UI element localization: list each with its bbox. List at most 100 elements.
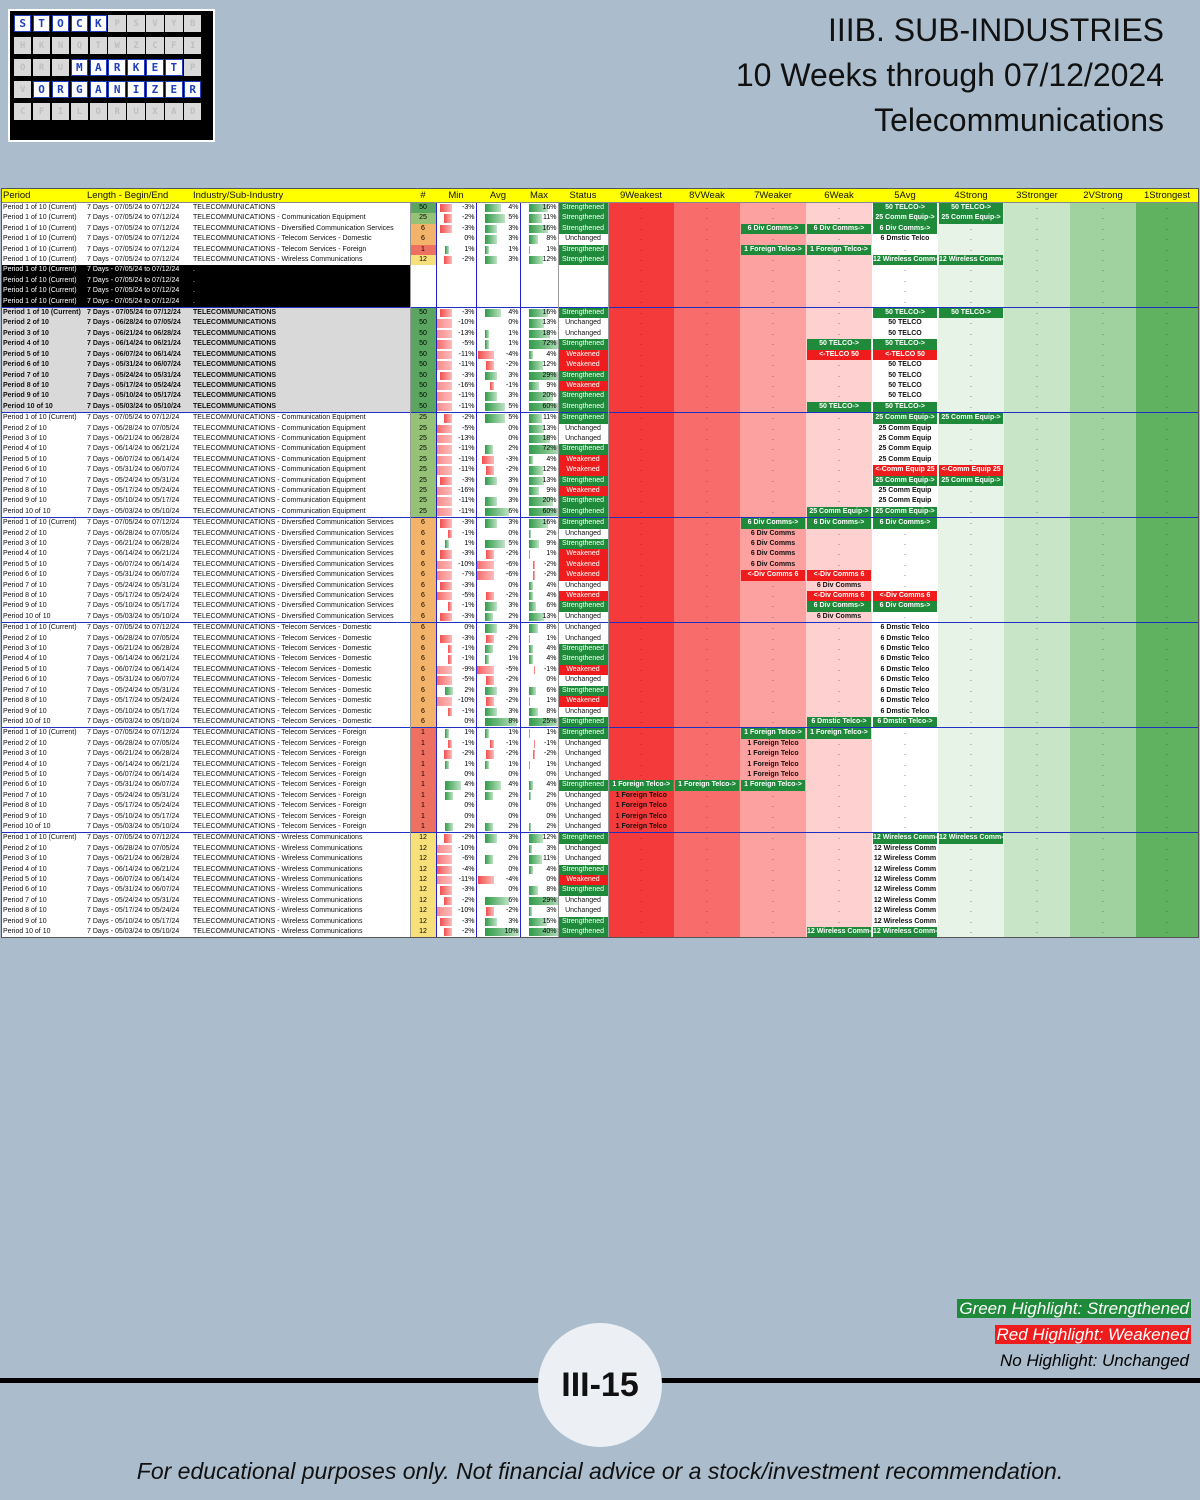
min-cell: -11% [435, 496, 476, 507]
placement-marker: 25 Comm Equip-> [807, 506, 871, 518]
zone-cell: . [740, 801, 806, 812]
logo-tile: P [108, 15, 126, 32]
table-row: Period 6 of 10 7 Days - 05/31/24 to 06/07… [2, 675, 1198, 686]
zone-cell: . [1004, 339, 1070, 350]
value-text: 4% [464, 781, 475, 789]
period-cell: Period 9 of 10 [3, 917, 47, 925]
avg-cell: 0% [475, 528, 520, 539]
value-bar [484, 624, 497, 633]
zone-cell: . [674, 307, 740, 319]
value-text: 0% [508, 434, 519, 442]
period-cell: Period 5 of 10 [3, 770, 47, 778]
zone-cell: . [1004, 916, 1070, 928]
value-bar [437, 434, 453, 444]
logo-tile: N [51, 37, 70, 54]
avg-cell: 3% [475, 475, 520, 486]
value-text: 0% [546, 876, 557, 883]
length-cell: 7 Days - 06/21/24 to 06/28/24 [87, 434, 180, 442]
zone-cell: 1 Foreign Telco [608, 790, 674, 802]
avg-cell: 2% [475, 790, 520, 802]
zone-cell: . [1136, 517, 1198, 529]
zone-cell: . [1070, 339, 1136, 350]
table-header-row: Period Length - Begin/End Industry/Sub-Ind… [2, 189, 1198, 203]
value-bar [528, 309, 548, 318]
table-row: Period 5 of 10 7 Days - 06/07/24 to 06/14… [2, 769, 1198, 781]
value-bar [444, 729, 449, 738]
value-bar [528, 434, 551, 444]
status-cell: Unchanged [557, 528, 609, 539]
value-text: 13% [542, 424, 557, 432]
zone-cell: . [1004, 769, 1070, 781]
zone-cell: . [674, 854, 740, 865]
min-cell: -11% [435, 875, 476, 886]
zone-cell: . [806, 475, 872, 486]
value-bar [437, 855, 453, 864]
zone-cell: 50 TELCO [872, 380, 938, 392]
logo-tile: F [32, 103, 51, 120]
zone-cell: . [1070, 517, 1136, 529]
count-cell: 50 [409, 202, 436, 214]
zone-cell: . [608, 318, 674, 329]
length-cell: 7 Days - 05/10/24 to 05/17/24 [87, 917, 180, 925]
zone-cell: . [674, 423, 740, 434]
min-cell [435, 275, 476, 287]
zone-cell: . [1136, 875, 1198, 886]
status-cell: Weakened [557, 549, 609, 560]
min-cell: -10% [435, 696, 476, 707]
placement-marker: 6 Div Comms [750, 529, 796, 537]
table-row: Period 7 of 10 7 Days - 05/24/24 to 05/31… [2, 895, 1198, 907]
value-text: 3% [508, 917, 519, 925]
zone-cell: . [872, 275, 938, 287]
zone-cell: 12 Wireless Comm-> [872, 927, 938, 938]
value-bar [437, 350, 453, 360]
period-cell: Period 10 of 10 [3, 612, 51, 620]
table-row: Period 1 of 10 (Current) 7 Days - 07/05/2… [2, 202, 1198, 214]
value-bar [484, 822, 493, 832]
value-text: -1% [462, 655, 475, 663]
zone-cell: . [608, 727, 674, 739]
avg-cell: 0% [475, 433, 520, 445]
zone-cell: <-Div Comms 6 [806, 591, 872, 602]
value-bar [448, 655, 453, 664]
zone-cell: . [1004, 601, 1070, 612]
value-bar [528, 907, 533, 916]
value-bar [528, 455, 534, 465]
table-row: Period 7 of 10 7 Days - 05/24/24 to 05/31… [2, 790, 1198, 802]
zone-cell: 50 TELCO [872, 328, 938, 340]
zone-cell: . [608, 444, 674, 455]
value-text: 0% [546, 812, 557, 820]
count-cell: 6 [409, 570, 436, 581]
period-cell: Period 3 of 10 [3, 434, 47, 442]
length-cell: 7 Days - 05/17/24 to 05/24/24 [86, 380, 192, 392]
value-text: 1% [546, 760, 557, 768]
avg-cell: 2% [475, 644, 520, 655]
zone-cell: . [938, 286, 1004, 297]
zone-cell: . [674, 580, 740, 592]
logo-letter: O [51, 15, 70, 32]
table-row: Period 1 of 10 (Current) 7 Days - 07/05/2… [2, 517, 1198, 529]
min-cell: -10% [435, 559, 476, 571]
value-bar [528, 791, 531, 801]
zone-cell: . [806, 633, 872, 645]
length-cell: 7 Days - 05/03/24 to 05/10/24 [87, 717, 180, 725]
zone-cell: . [674, 318, 740, 329]
zone-cell: . [1136, 675, 1198, 686]
length-cell: 7 Days - 05/31/24 to 06/07/24 [87, 571, 180, 579]
placement-marker: 6 Div Comms-> [807, 601, 871, 612]
zone-cell: . [1136, 296, 1198, 308]
zone-cell: 6 Dmstic Telco [872, 644, 938, 655]
logo-tile: S [127, 15, 145, 32]
zone-cell: 50 TELCO-> [872, 339, 938, 350]
placement-marker: 25 Comm Equip-> [939, 413, 1003, 424]
length-cell: 7 Days - 07/05/24 to 07/12/24 [87, 256, 180, 264]
status-cell: Strengthened [557, 716, 609, 728]
zone-cell: . [1004, 539, 1070, 550]
zone-cell: . [740, 465, 806, 476]
length-cell: 7 Days - 05/24/24 to 05/31/24 [87, 581, 180, 589]
zone-cell: . [806, 759, 872, 770]
min-cell: -16% [435, 380, 476, 392]
zone-cell: . [1136, 685, 1198, 697]
min-cell: -3% [435, 885, 476, 896]
status-cell: Unchanged [557, 611, 609, 623]
zone-cell: . [1070, 307, 1136, 319]
